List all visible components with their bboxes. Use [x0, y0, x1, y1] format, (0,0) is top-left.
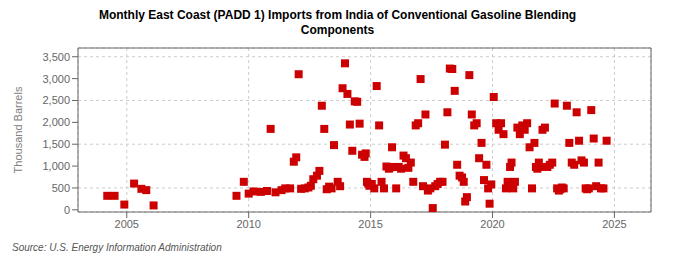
svg-text:500: 500 — [52, 182, 70, 194]
svg-text:3,500: 3,500 — [42, 51, 70, 63]
svg-text:2005: 2005 — [115, 218, 139, 230]
svg-text:2020: 2020 — [480, 218, 504, 230]
svg-text:0: 0 — [64, 204, 70, 216]
svg-text:2025: 2025 — [602, 218, 626, 230]
svg-text:Thousand Barrels: Thousand Barrels — [12, 86, 24, 173]
svg-text:2,000: 2,000 — [42, 116, 70, 128]
svg-text:2,500: 2,500 — [42, 94, 70, 106]
svg-text:1,500: 1,500 — [42, 138, 70, 150]
html-text:Source: U.S. Energy Informatio: Source: U.S. Energy Information Administ… — [12, 242, 222, 253]
html-text:Monthly East Coast (PADD 1) Im: Monthly East Coast (PADD 1) Imports from… — [98, 8, 577, 37]
svg-text:2015: 2015 — [358, 218, 382, 230]
svg-text:1,000: 1,000 — [42, 160, 70, 172]
svg-text:3,000: 3,000 — [42, 73, 70, 85]
svg-text:2010: 2010 — [236, 218, 260, 230]
